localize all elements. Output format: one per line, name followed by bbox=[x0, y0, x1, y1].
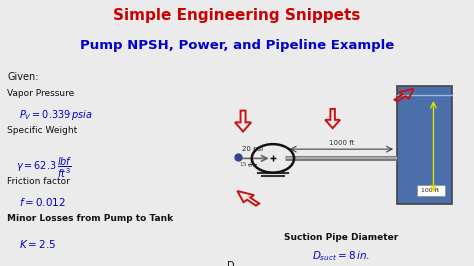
Text: Friction factor: Friction factor bbox=[7, 177, 70, 186]
Text: Suction Pipe Diameter: Suction Pipe Diameter bbox=[284, 233, 399, 242]
Text: $P_V = 0.339\,psia$: $P_V = 0.339\,psia$ bbox=[19, 108, 92, 122]
Bar bbox=[397, 86, 452, 204]
Text: 20 psi: 20 psi bbox=[242, 146, 263, 152]
Text: $D_{suct} = 8\,in.$: $D_{suct} = 8\,in.$ bbox=[312, 249, 370, 263]
Text: Specific Weight: Specific Weight bbox=[7, 126, 77, 135]
Text: $\gamma = 62.3\,\dfrac{lbf}{ft^3}$: $\gamma = 62.3\,\dfrac{lbf}{ft^3}$ bbox=[16, 156, 72, 180]
FancyBboxPatch shape bbox=[417, 185, 445, 196]
Text: D: D bbox=[228, 261, 235, 266]
Text: Simple Engineering Snippets: Simple Engineering Snippets bbox=[113, 8, 361, 23]
Text: 1000 ft: 1000 ft bbox=[328, 140, 354, 146]
Text: $K = 2.5$: $K = 2.5$ bbox=[19, 238, 56, 250]
Text: $f = 0.012$: $f = 0.012$ bbox=[19, 196, 66, 207]
Text: 100 ft: 100 ft bbox=[421, 188, 439, 193]
Text: Vapor Pressure: Vapor Pressure bbox=[7, 89, 74, 98]
Text: 15 $\frac{ft}{sec}$: 15 $\frac{ft}{sec}$ bbox=[239, 160, 256, 171]
Text: Given:: Given: bbox=[7, 72, 38, 82]
Text: Pump NPSH, Power, and Pipeline Example: Pump NPSH, Power, and Pipeline Example bbox=[80, 39, 394, 52]
Text: Minor Losses from Pump to Tank: Minor Losses from Pump to Tank bbox=[7, 214, 173, 223]
